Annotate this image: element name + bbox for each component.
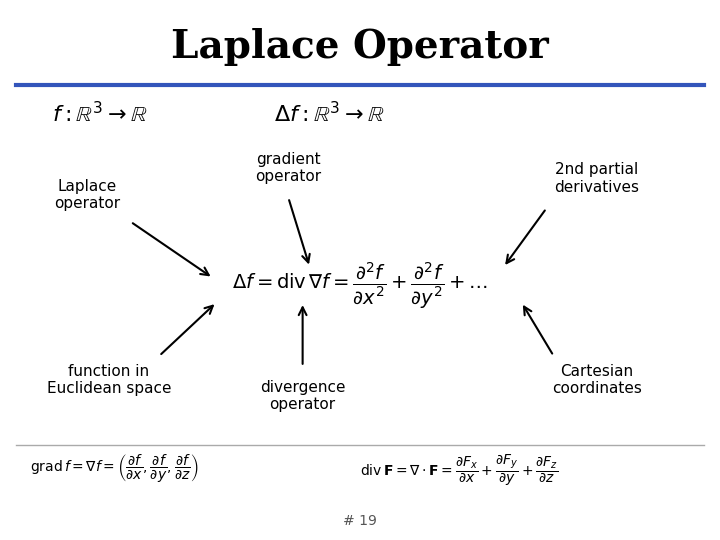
Text: $f : \mathbb{R}^3 \to \mathbb{R}$: $f : \mathbb{R}^3 \to \mathbb{R}$ [52, 101, 147, 126]
Text: Laplace
operator: Laplace operator [55, 179, 120, 211]
Text: Laplace Operator: Laplace Operator [171, 28, 549, 66]
Text: function in
Euclidean space: function in Euclidean space [47, 364, 171, 396]
Text: $\mathrm{div}\,\mathbf{F} = \nabla \cdot \mathbf{F} = \dfrac{\partial F_x}{\part: $\mathrm{div}\,\mathbf{F} = \nabla \cdot… [360, 453, 558, 489]
Text: gradient
operator: gradient operator [255, 152, 321, 184]
Text: divergence
operator: divergence operator [260, 380, 346, 413]
Text: $\mathrm{grad}\,f = \nabla f = \left(\dfrac{\partial f}{\partial x}, \dfrac{\par: $\mathrm{grad}\,f = \nabla f = \left(\df… [30, 453, 199, 485]
Text: # 19: # 19 [343, 514, 377, 528]
Text: 2nd partial
derivatives: 2nd partial derivatives [554, 163, 639, 195]
Text: $\Delta f = \mathrm{div}\,\nabla f = \dfrac{\partial^2 f}{\partial x^2} + \dfrac: $\Delta f = \mathrm{div}\,\nabla f = \df… [232, 261, 488, 312]
Text: Cartesian
coordinates: Cartesian coordinates [552, 364, 642, 396]
Text: $\Delta f : \mathbb{R}^3 \to \mathbb{R}$: $\Delta f : \mathbb{R}^3 \to \mathbb{R}$ [274, 101, 384, 126]
